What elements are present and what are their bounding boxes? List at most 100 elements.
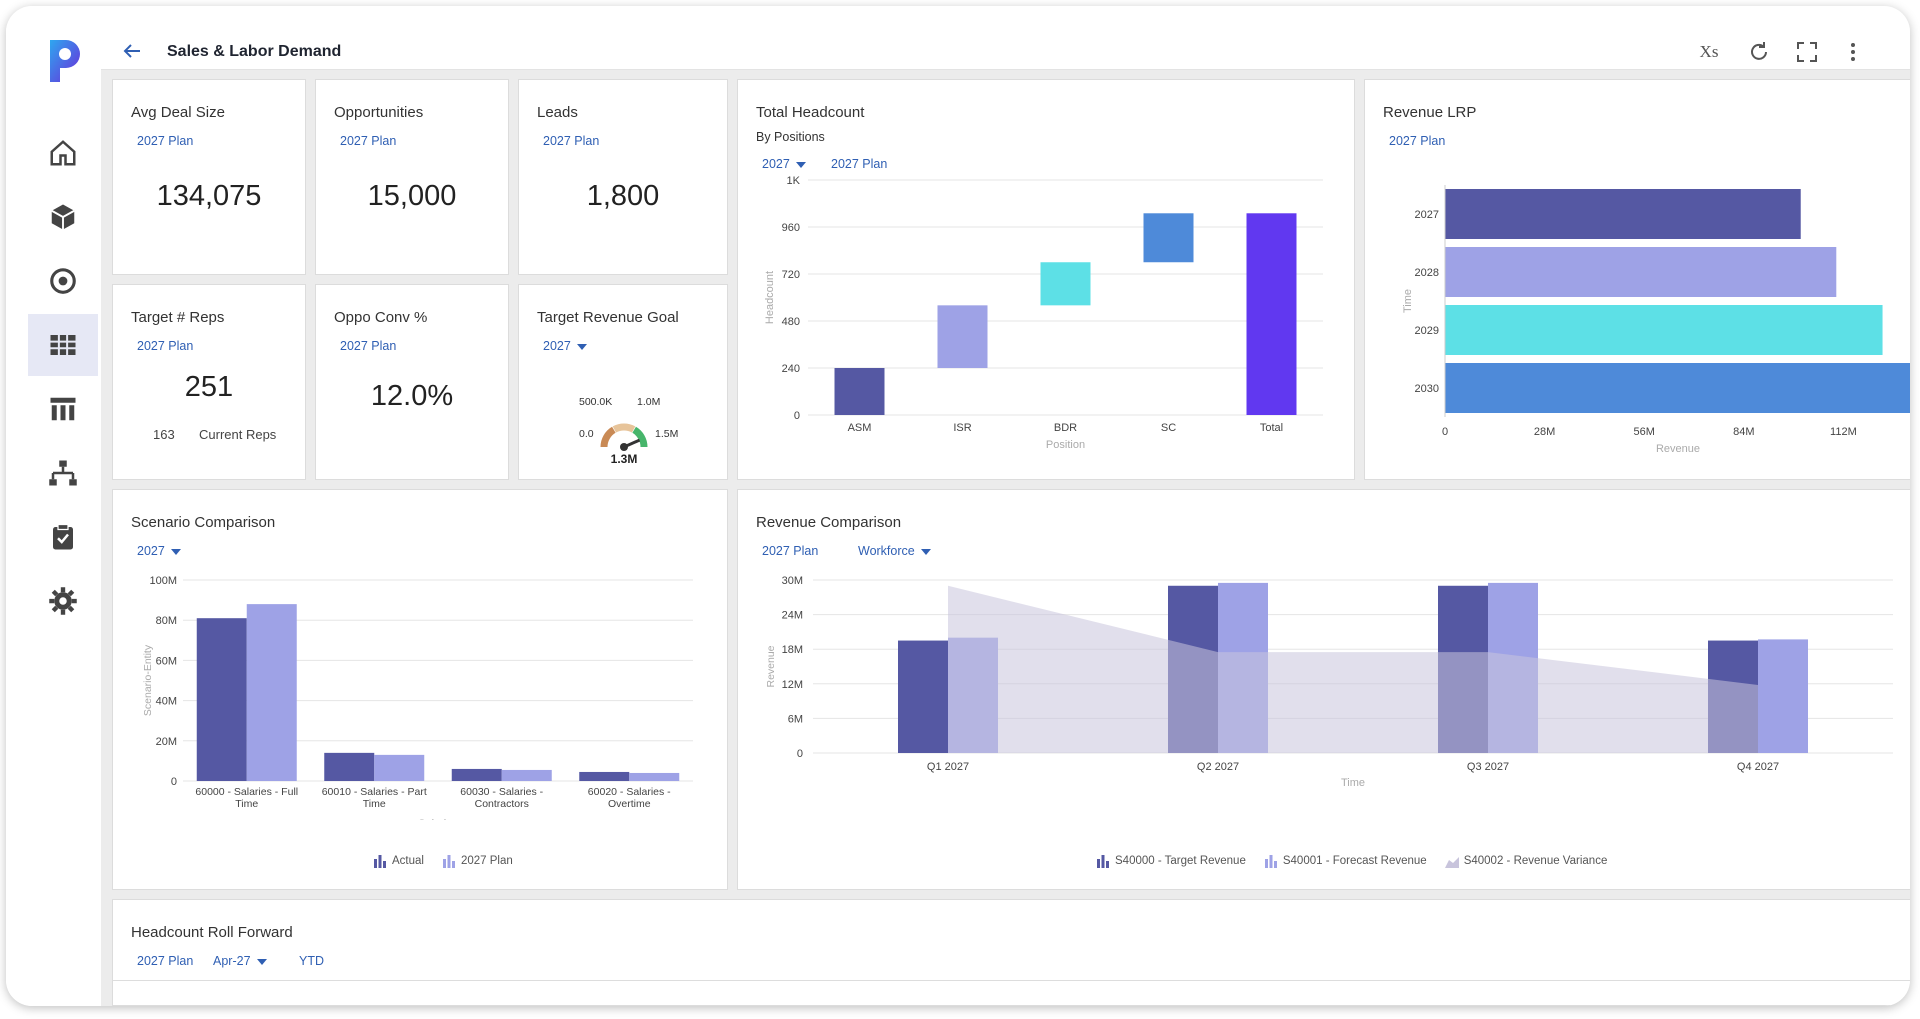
gear-icon [49, 587, 77, 615]
nav-hierarchy[interactable] [28, 442, 98, 504]
legend-item-actual[interactable]: Actual [373, 854, 424, 868]
range-link[interactable]: YTD [299, 954, 324, 968]
nav-reports[interactable] [28, 378, 98, 440]
scenario-comparison-card[interactable]: Scenario Comparison 2027 0 20M 40M 60M 80M 10… [112, 489, 728, 890]
bar-actual [579, 771, 630, 781]
columns-icon [50, 397, 76, 421]
legend-item-target[interactable]: S40000 - Target Revenue [1096, 854, 1246, 868]
kpi-value: 1,800 [586, 180, 660, 212]
y-tick-label: 480 [782, 316, 800, 328]
legend-item-forecast[interactable]: S40001 - Forecast Revenue [1264, 854, 1427, 868]
year-dropdown[interactable]: 2027 [137, 544, 181, 558]
nav-dashboards[interactable] [28, 314, 98, 376]
x-tick-label: BDR [1054, 422, 1077, 434]
revenue-comparison-card[interactable]: Revenue Comparison 2027 Plan Workforce 0… [737, 489, 1910, 890]
back-arrow-icon[interactable] [121, 40, 143, 62]
revenue-lrp-chart: 2027 2028 2029 2030 0 28M 56M 84M 112M Revenue Tim… [1402, 185, 1910, 455]
refresh-icon[interactable] [1747, 40, 1771, 64]
area-chart-icon [1444, 857, 1459, 868]
scenario-chart: 0 20M 40M 60M 80M 100M 60000 - Salaries - Full… [142, 575, 693, 820]
kpi-value: 134,075 [156, 180, 262, 212]
revenue-lrp-card[interactable]: Revenue LRP 2027 Plan 2027 2028 2029 2030 0 2… [1364, 79, 1910, 480]
plan-link[interactable]: 2027 Plan [340, 339, 397, 353]
legend-item-plan[interactable]: 2027 Plan [442, 854, 513, 868]
x-tick-label: Overtime [608, 798, 651, 810]
p-logo[interactable] [42, 34, 86, 86]
kpi-leads[interactable]: Leads 2027 Plan 1,800 [518, 79, 728, 275]
period-dropdown[interactable]: Apr-27 [213, 954, 267, 968]
bar-2027 [1445, 189, 1801, 239]
kpi-value: 15,000 [367, 180, 457, 212]
year-dropdown[interactable]: 2027 [762, 157, 806, 171]
legend-item-variance[interactable]: S40002 - Revenue Variance [1444, 854, 1607, 868]
year-label: 2027 [543, 339, 571, 353]
legend-label: Actual [392, 855, 424, 867]
plan-link[interactable]: 2027 Plan [137, 134, 194, 148]
bar-2030 [1445, 363, 1910, 413]
plan-link[interactable]: 2027 Plan [340, 134, 397, 148]
plan-link[interactable]: 2027 Plan [137, 339, 194, 353]
legend-label: S40000 - Target Revenue [1115, 855, 1246, 867]
bar-target-revenue [898, 640, 948, 753]
y-tick-label: 30M [782, 575, 803, 587]
y-tick-label: 0 [794, 410, 800, 422]
y-tick-label: 6M [788, 713, 803, 725]
y-tick-label: 240 [782, 363, 800, 375]
year-dropdown[interactable]: 2027 [543, 339, 587, 353]
plan-link[interactable]: 2027 Plan [1389, 134, 1446, 148]
y-tick-label: 720 [782, 269, 800, 281]
y-axis-label: Scenario-Entity [142, 644, 154, 716]
x-tick-label: Q1 2027 [927, 761, 969, 773]
nav-settings[interactable] [28, 570, 98, 632]
kpi-oppo-conv[interactable]: Oppo Conv % 2027 Plan 12.0% [315, 284, 509, 480]
headcount-roll-forward-card[interactable]: Headcount Roll Forward 2027 Plan Apr-27 … [112, 899, 1910, 1006]
bar-chart-icon [1264, 855, 1277, 868]
bar-chart-icon [442, 855, 455, 868]
more-icon[interactable] [1841, 40, 1865, 64]
x-tick-label: Q3 2027 [1467, 761, 1509, 773]
gauge-arc-mid [612, 423, 636, 433]
x-tick-label: 0 [1442, 426, 1448, 438]
x-tick-label: Q2 2027 [1197, 761, 1239, 773]
x-tick-label: Time [363, 798, 386, 810]
bar-2027-plan [246, 604, 297, 781]
y-tick-label: 18M [782, 644, 803, 656]
card-subtitle: By Positions [756, 130, 825, 144]
fullscreen-icon[interactable] [1795, 40, 1819, 64]
x-axis-label: Salaries [418, 818, 458, 820]
formula-icon[interactable]: Xs [1699, 42, 1719, 61]
plan-link[interactable]: 2027 Plan [831, 157, 888, 171]
chevron-down-icon [795, 161, 806, 168]
bar-actual [324, 752, 375, 781]
y-tick-label: 0 [797, 748, 803, 760]
grid-icon [50, 335, 76, 355]
chevron-down-icon [920, 548, 931, 555]
nav-models[interactable] [28, 186, 98, 248]
current-reps-value: 163 [153, 427, 175, 442]
bar-chart-icon [374, 855, 386, 868]
y-tick-label: 12M [782, 679, 803, 691]
chevron-down-icon [170, 548, 181, 555]
plan-link[interactable]: 2027 Plan [543, 134, 600, 148]
kpi-avg-deal-size[interactable]: Avg Deal Size 2027 Plan 134,075 [112, 79, 306, 275]
nav-home[interactable] [28, 122, 98, 184]
y-tick-label: 2027 [1415, 209, 1439, 221]
x-tick-label: 56M [1634, 426, 1655, 438]
main-area: Sales & Labor Demand Xs Avg Deal Size 20… [101, 6, 1910, 1006]
nav-target[interactable] [28, 250, 98, 312]
kpi-opportunities[interactable]: Opportunities 2027 Plan 15,000 [315, 79, 509, 275]
x-tick-label: Total [1260, 422, 1283, 434]
card-title: Revenue LRP [1383, 104, 1477, 121]
kpi-target-reps[interactable]: Target # Reps 2027 Plan 251 163 Current … [112, 284, 306, 480]
chevron-down-icon [576, 343, 587, 350]
plan-link[interactable]: 2027 Plan [137, 954, 194, 968]
card-title: Opportunities [334, 104, 424, 121]
plan-link[interactable]: 2027 Plan [762, 544, 819, 558]
filter-dropdown[interactable]: Workforce [858, 544, 931, 558]
clipboard-icon [53, 523, 73, 550]
bar-bdr [1040, 262, 1091, 306]
kpi-target-revenue-goal[interactable]: Target Revenue Goal 2027 500.0K 1.0M 0.0 1.… [518, 284, 728, 480]
total-headcount-card[interactable]: Total Headcount By Positions 2027 2027 P… [737, 79, 1355, 480]
nav-tasks[interactable] [28, 506, 98, 568]
card-title: Total Headcount [756, 104, 865, 121]
